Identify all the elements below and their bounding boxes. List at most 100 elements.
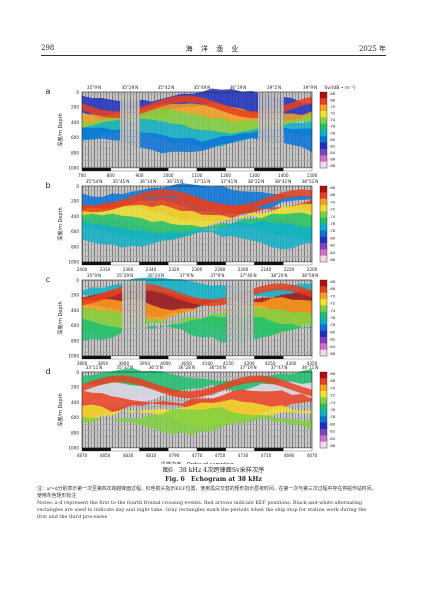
- x-tick-label: 1100: [192, 173, 203, 178]
- colorbar-tick-label: -76: [329, 407, 336, 412]
- y-axis-label: 深度/m Depth: [57, 207, 64, 240]
- latitude-label: 35°9′N: [87, 273, 101, 278]
- colorbar-tick-label: -68: [329, 286, 336, 291]
- latitude-label: 35°49′N: [194, 85, 211, 90]
- x-tick-label: 2220: [284, 267, 295, 272]
- colorbar-tick-label: -84: [329, 250, 336, 255]
- x-tick-label: 2200: [307, 267, 318, 272]
- x-tick-label: 2320: [169, 267, 180, 272]
- colorbar-tick-label: -74: [329, 400, 336, 405]
- colorbar-tick-label: -86: [329, 156, 336, 161]
- x-tick-label: 4870: [77, 453, 88, 458]
- colorbar-tick-label: -68: [329, 378, 336, 383]
- colorbar-segment: [320, 205, 327, 212]
- x-tick-label: 900: [136, 173, 144, 178]
- day-night-bar: [283, 261, 313, 266]
- y-tick-label: 800: [71, 338, 79, 343]
- y-tick-label: 400: [71, 308, 79, 313]
- x-tick-label: 4670: [307, 453, 318, 458]
- latitude-label: 37°9′N: [179, 273, 193, 278]
- colorbar-segment: [320, 243, 327, 250]
- colorbar-segment: [320, 337, 327, 344]
- x-tick-label: 4350: [307, 361, 318, 366]
- x-tick-label: 4830: [123, 453, 134, 458]
- colorbar-segment: [320, 349, 327, 357]
- colorbar-segment: [320, 130, 327, 137]
- latitude-label: 38°42′N: [275, 179, 292, 184]
- colorbar-segment: [320, 192, 327, 199]
- colorbar-segment: [320, 161, 327, 169]
- figure-notes-en: Notes: a-d represent the first to the fo…: [37, 500, 367, 520]
- scattering-layer: [82, 314, 312, 344]
- y-axis-label: 深度/m Depth: [57, 113, 64, 146]
- panel-label: a: [46, 87, 51, 96]
- colorbar-segment: [320, 372, 327, 379]
- panel-label: b: [45, 181, 50, 190]
- y-tick-label: 200: [71, 105, 79, 110]
- figure-notes-cn: 注：a～d分别表示第一次至第四次跨越锋面过程。红色箭头指示KEF位置，使用黑白交…: [37, 486, 377, 499]
- day-night-bar: [81, 355, 111, 360]
- colorbar-segment: [320, 211, 327, 218]
- colorbar-segment: [320, 230, 327, 237]
- colorbar-tick-label: -66: [329, 185, 336, 190]
- x-tick-label: 2300: [192, 267, 203, 272]
- colorbar-tick-label: -80: [329, 235, 336, 240]
- colorbar-tick-label: -70: [329, 385, 336, 390]
- latitude-label: 36°28′N: [178, 365, 195, 370]
- colorbar-segment: [320, 318, 327, 325]
- colorbar-tick-label: -86: [329, 257, 336, 262]
- y-tick-label: 600: [71, 415, 79, 420]
- colorbar-tick-label: -82: [329, 143, 336, 148]
- x-tick-label: 3800: [77, 361, 88, 366]
- latitude-label: 36°35′N: [167, 179, 184, 184]
- colorbar-segment: [320, 410, 327, 417]
- scattering-layer: [82, 196, 312, 222]
- y-axis-label: 深度/m Depth: [57, 301, 64, 334]
- colorbar-segment: [320, 299, 327, 306]
- day-night-bar: [254, 167, 284, 172]
- panel-d: d 33°11′N 35°37′N 36°2′N 36°28′N 36°54′N 37°19…: [45, 365, 335, 458]
- x-tick-label: 4730: [238, 453, 249, 458]
- colorbar-tick-label: -66: [329, 279, 336, 284]
- colorbar-segment: [320, 311, 327, 319]
- scattering-layer: [82, 220, 312, 250]
- colorbar-tick-label: -68: [329, 192, 336, 197]
- day-night-bar: [254, 355, 284, 360]
- colorbar-tick-label: -82: [329, 337, 336, 342]
- colorbar-tick-label: -84: [329, 344, 336, 349]
- x-tick-label: 4000: [160, 361, 171, 366]
- x-tick-label: 3850: [98, 361, 109, 366]
- panel-b: b 35°54′N 35°45′N 36°14′N 36°35′N 37°11′N 37°4…: [45, 179, 335, 272]
- latitude-label: 38°11′N: [302, 365, 319, 370]
- colorbar-tick-label: -74: [329, 117, 336, 122]
- colorbar-tick-label: -82: [329, 429, 336, 434]
- colorbar-tick-label: -84: [329, 436, 336, 441]
- colorbar-frame: [319, 185, 328, 263]
- page-header: 298 海 洋 渔 业 2025 年: [41, 44, 386, 56]
- latitude-label: 38°22′N: [248, 179, 265, 184]
- colorbar-segment: [320, 92, 327, 99]
- x-tick-label: 2240: [261, 267, 272, 272]
- y-tick-label: 1000: [68, 354, 79, 359]
- latitude-label: 38°51′N: [302, 179, 319, 184]
- page-number: 298: [41, 44, 55, 52]
- y-tick-label: 800: [71, 430, 79, 435]
- latitude-label: 37°46′N: [240, 273, 257, 278]
- y-tick-label: 0: [76, 90, 79, 95]
- x-tick-label: 2360: [123, 267, 134, 272]
- colorbar-segment: [320, 305, 327, 312]
- x-tick-label: 4200: [244, 361, 255, 366]
- x-tick-label: 4790: [169, 453, 180, 458]
- latitude-label: 36°24′N: [147, 273, 164, 278]
- day-night-bar: [196, 355, 226, 360]
- day-night-bar: [283, 447, 313, 452]
- latitude-label: 36°2′N: [149, 365, 163, 370]
- x-tick-label: 4810: [146, 453, 157, 458]
- colorbar-segment: [320, 136, 327, 143]
- colorbar-segment: [320, 292, 327, 300]
- colorbar-segment: [320, 286, 327, 293]
- colorbar-tick-label: -74: [329, 308, 336, 313]
- x-tick-label: 2310: [100, 267, 111, 272]
- colorbar-tick-label: -84: [329, 150, 336, 155]
- latitude-label: 35°29′N: [122, 85, 139, 90]
